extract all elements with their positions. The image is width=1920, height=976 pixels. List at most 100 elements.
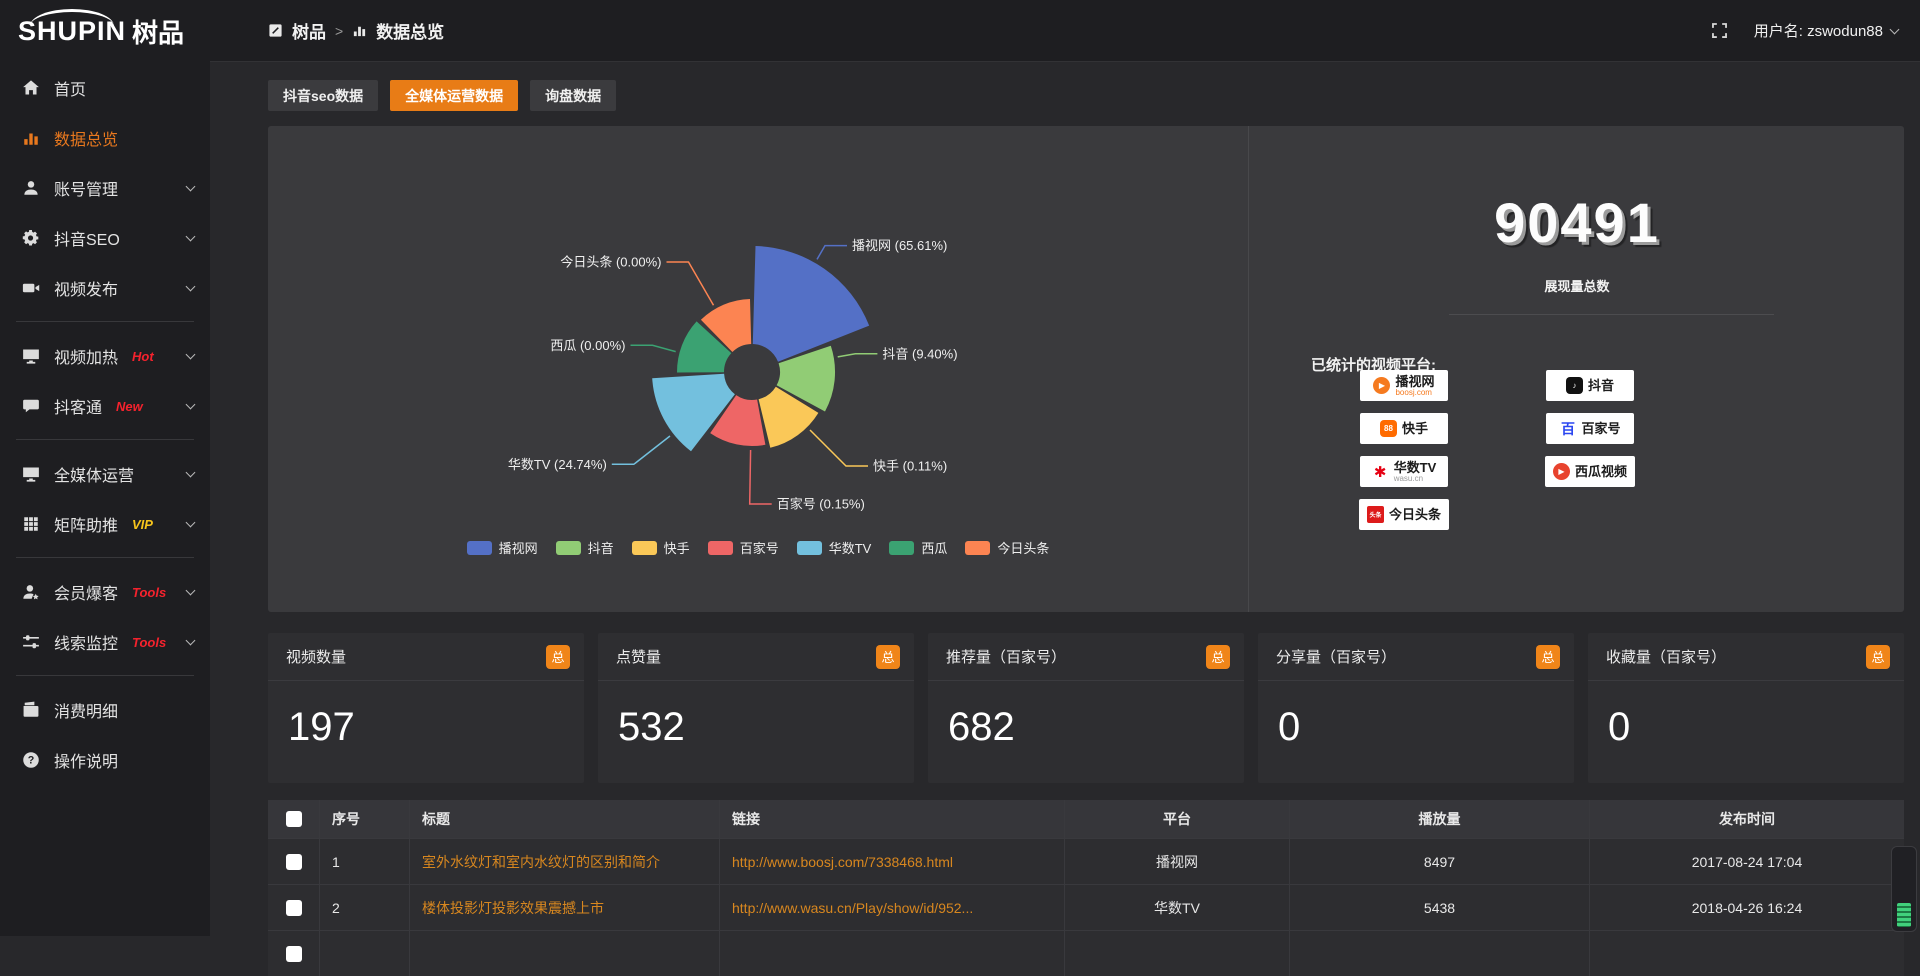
video-camera-icon — [22, 279, 40, 297]
stat-card-title: 点赞量 — [616, 646, 661, 667]
user-menu[interactable]: 用户名: zswodun88 — [1754, 20, 1898, 41]
breadcrumb-root[interactable]: 树品 — [292, 18, 326, 43]
legend-label: 百家号 — [740, 538, 779, 557]
cell-link[interactable] — [720, 931, 1065, 976]
chevron-down-icon — [186, 231, 196, 241]
legend-item-快手[interactable]: 快手 — [632, 538, 690, 557]
platform-sub: wasu.cn — [1394, 475, 1423, 483]
table-row — [268, 930, 1904, 976]
sidebar-item-wallet[interactable]: 消费明细 — [0, 685, 210, 735]
pie-label-播视网: 播视网 (65.61%) — [852, 238, 947, 253]
sidebar-item-monitor[interactable]: 全媒体运营 — [0, 449, 210, 499]
cell-time: 2017-08-24 17:04 — [1590, 839, 1904, 884]
stat-card-title: 收藏量（百家号） — [1606, 646, 1726, 667]
platform-name: 快手 — [1402, 422, 1428, 435]
legend-item-今日头条[interactable]: 今日头条 — [965, 538, 1049, 557]
tab-1[interactable]: 抖音seo数据 — [268, 80, 378, 111]
logo-text-cn: 树品 — [132, 13, 184, 50]
cell-title[interactable]: 楼体投影灯投影效果震撼上市 — [410, 885, 720, 930]
sidebar-item-video-camera[interactable]: 视频发布 — [0, 263, 210, 313]
sidebar-item-badge: Hot — [132, 349, 154, 364]
total-badge: 总 — [1206, 645, 1230, 669]
stat-card-header: 分享量（百家号）总 — [1258, 633, 1574, 681]
legend-item-抖音[interactable]: 抖音 — [556, 538, 614, 557]
legend-item-百家号[interactable]: 百家号 — [708, 538, 779, 557]
cell-views: 8497 — [1290, 839, 1590, 884]
legend-swatch — [708, 541, 733, 555]
platform-name: 华数TV — [1394, 461, 1437, 474]
pie-label-今日头条: 今日头条 (0.00%) — [560, 255, 661, 270]
bar-chart-icon — [22, 129, 40, 147]
sidebar-item-label: 视频加热 — [54, 344, 118, 368]
cell-title[interactable] — [410, 931, 720, 976]
cell-time: 2018-04-26 16:24 — [1590, 885, 1904, 930]
sidebar-item-bar-chart[interactable]: 数据总览 — [0, 113, 210, 163]
douyin-icon: ♪ — [1566, 377, 1583, 394]
cell-platform: 播视网 — [1065, 839, 1290, 884]
pie-label-华数TV: 华数TV (24.74%) — [508, 457, 607, 472]
cell-title[interactable]: 室外水纹灯和室内水纹灯的区别和简介 — [410, 839, 720, 884]
sidebar-item-question[interactable]: ?操作说明 — [0, 735, 210, 785]
fullscreen-icon[interactable] — [1711, 22, 1728, 39]
legend-label: 华数TV — [829, 538, 872, 557]
select-all-checkbox[interactable] — [286, 811, 302, 827]
floating-scroll-widget[interactable] — [1891, 846, 1917, 932]
sidebar-item-home[interactable]: 首页 — [0, 63, 210, 113]
header-checkbox-cell — [268, 800, 320, 838]
overview-panel: 播视网 (65.61%)抖音 (9.40%)快手 (0.11%)百家号 (0.1… — [268, 126, 1904, 612]
sidebar-item-screen-play[interactable]: 视频加热 Hot — [0, 331, 210, 381]
pie-slice-播视网[interactable] — [753, 246, 869, 362]
row-checkbox[interactable] — [286, 854, 302, 870]
data-tabs: 抖音seo数据全媒体运营数据询盘数据 — [268, 80, 616, 111]
sidebar-item-badge: Tools — [132, 635, 166, 650]
chevron-down-icon — [186, 517, 196, 527]
user-icon — [22, 179, 40, 197]
sidebar-divider — [16, 675, 194, 676]
cell-platform: 华数TV — [1065, 885, 1290, 930]
main-content: 抖音seo数据全媒体运营数据询盘数据 播视网 (65.61%)抖音 (9.40%… — [210, 62, 1920, 936]
cell-link[interactable]: http://www.boosj.com/7338468.html — [720, 839, 1065, 884]
platform-name: 百家号 — [1581, 422, 1620, 435]
sidebar-item-label: 账号管理 — [54, 176, 118, 200]
cell-link[interactable]: http://www.wasu.cn/Play/show/id/952... — [720, 885, 1065, 930]
screen-play-icon — [22, 347, 40, 365]
column-header: 播放量 — [1290, 800, 1590, 838]
baijiahao-icon: 百 — [1559, 420, 1576, 437]
tab-3[interactable]: 询盘数据 — [530, 80, 616, 111]
pie-callout-line — [750, 450, 772, 504]
app-logo: SHUPIN 树品 — [0, 0, 210, 62]
row-checkbox[interactable] — [286, 946, 302, 962]
sidebar-item-user[interactable]: 账号管理 — [0, 163, 210, 213]
cell-platform — [1065, 931, 1290, 976]
legend-item-播视网[interactable]: 播视网 — [467, 538, 538, 557]
legend-label: 西瓜 — [921, 538, 947, 557]
member-icon — [22, 583, 40, 601]
legend-item-华数TV[interactable]: 华数TV — [797, 538, 872, 557]
legend-label: 播视网 — [499, 538, 538, 557]
sidebar-item-label: 抖客通 — [54, 394, 102, 418]
row-checkbox[interactable] — [286, 900, 302, 916]
legend-item-西瓜[interactable]: 西瓜 — [889, 538, 947, 557]
stat-card-title: 分享量（百家号） — [1276, 646, 1396, 667]
total-badge: 总 — [546, 645, 570, 669]
pie-callout-line — [810, 430, 868, 466]
sidebar-item-gear[interactable]: 抖音SEO — [0, 213, 210, 263]
wallet-icon — [22, 701, 40, 719]
chevron-down-icon — [186, 281, 196, 291]
pie-label-西瓜: 西瓜 (0.00%) — [550, 338, 625, 353]
tab-2[interactable]: 全媒体运营数据 — [390, 80, 518, 111]
stat-card-value: 0 — [1588, 681, 1904, 750]
sidebar-item-label: 会员爆客 — [54, 580, 118, 604]
